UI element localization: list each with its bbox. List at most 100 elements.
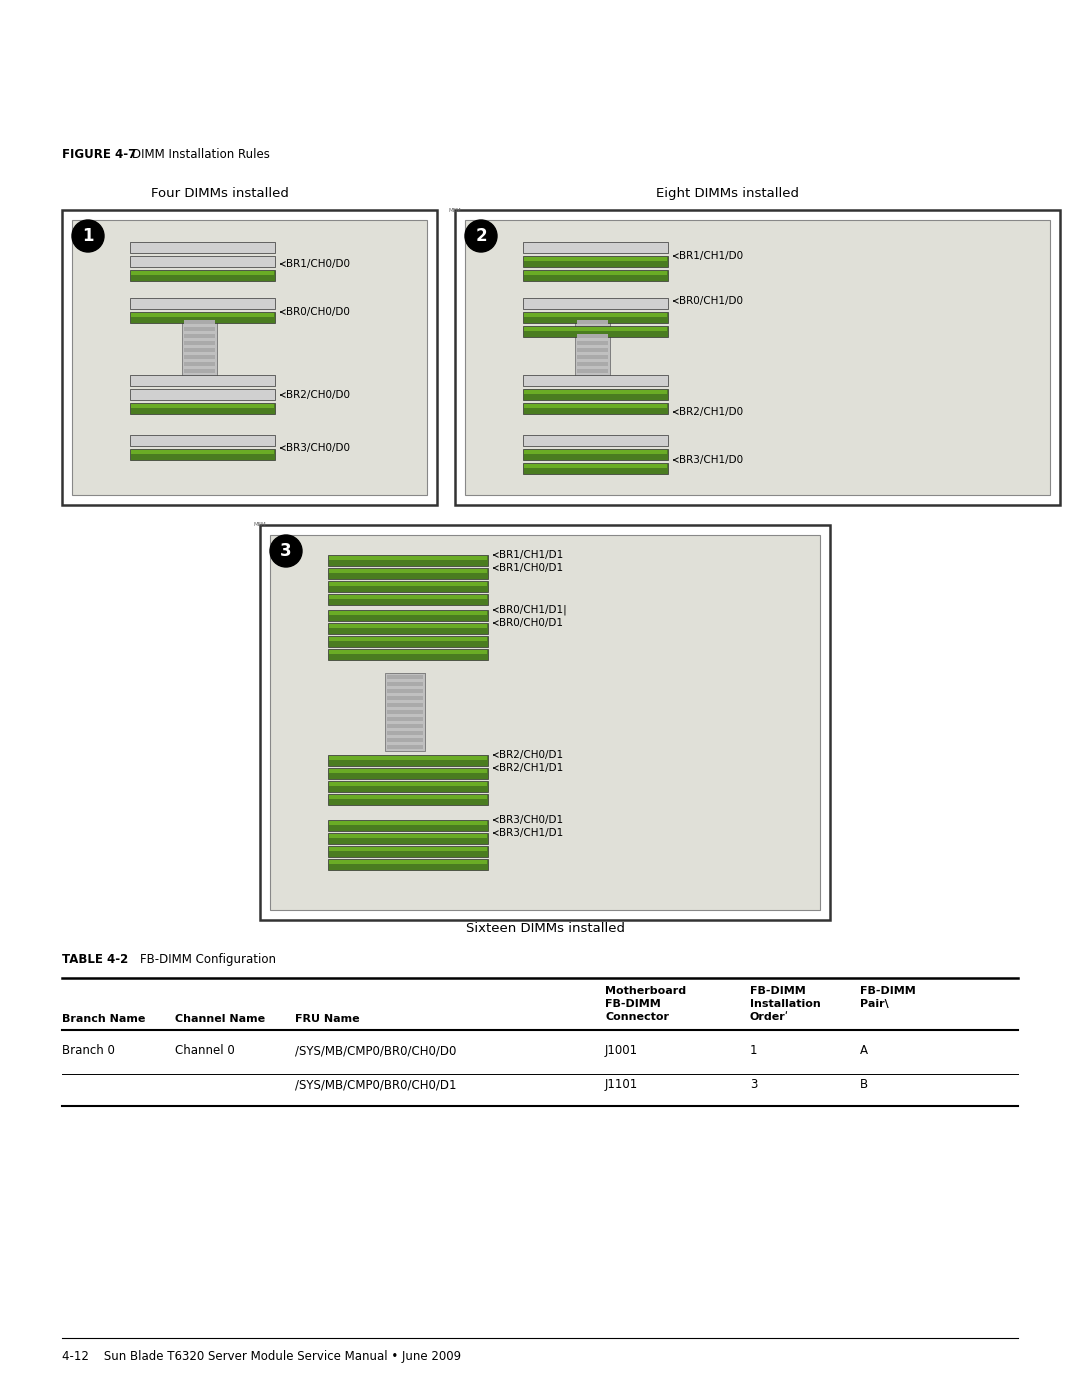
Bar — [387, 675, 423, 679]
Text: BR3/CH1/D0: BR3/CH1/D0 — [679, 455, 743, 465]
Bar — [328, 636, 488, 647]
Text: /SYS/MB/CMP0/BR0/CH0/D0: /SYS/MB/CMP0/BR0/CH0/D0 — [295, 1044, 457, 1058]
Text: Motherboard: Motherboard — [605, 986, 686, 996]
Text: /SYS/MB/CMP0/BR0/CH0/D1: /SYS/MB/CMP0/BR0/CH0/D1 — [295, 1078, 457, 1091]
Bar — [582, 358, 608, 365]
Bar — [329, 795, 487, 799]
Bar — [189, 319, 215, 326]
Bar — [131, 450, 274, 454]
Bar — [577, 369, 608, 373]
Bar — [582, 366, 608, 372]
Bar — [387, 717, 423, 721]
Text: A: A — [860, 1044, 868, 1058]
Bar — [130, 270, 275, 281]
Bar — [387, 689, 423, 693]
Bar — [577, 341, 608, 345]
Bar — [130, 242, 275, 253]
Bar — [329, 847, 487, 851]
Bar — [582, 335, 608, 341]
Bar — [392, 733, 423, 739]
Bar — [582, 342, 608, 348]
Bar — [328, 623, 488, 634]
Text: MEM: MEM — [448, 208, 461, 212]
Text: 4-12    Sun Blade T6320 Server Module Service Manual • June 2009: 4-12 Sun Blade T6320 Server Module Servi… — [62, 1350, 461, 1363]
Bar — [523, 270, 669, 281]
Bar — [62, 210, 437, 504]
Bar — [328, 833, 488, 844]
Bar — [387, 731, 423, 735]
Text: BR1/CH0/D1: BR1/CH0/D1 — [499, 563, 563, 573]
Bar — [523, 374, 669, 386]
Bar — [270, 535, 820, 909]
Text: BR0/CH1/D1|: BR0/CH1/D1| — [499, 605, 567, 615]
Text: Pair\: Pair\ — [860, 999, 889, 1009]
Bar — [329, 834, 487, 838]
Bar — [329, 595, 487, 599]
Bar — [189, 335, 215, 341]
Bar — [329, 637, 487, 641]
Bar — [329, 650, 487, 654]
Text: 1: 1 — [82, 226, 94, 244]
Text: BR2/CH0/D0: BR2/CH0/D0 — [286, 390, 350, 400]
Text: FB-DIMM: FB-DIMM — [750, 986, 806, 996]
Bar — [328, 820, 488, 831]
Bar — [392, 704, 423, 710]
Bar — [328, 650, 488, 659]
Text: 3: 3 — [280, 542, 292, 560]
Circle shape — [270, 535, 302, 567]
Bar — [524, 327, 667, 331]
Circle shape — [465, 219, 497, 251]
Bar — [328, 569, 488, 578]
Bar — [392, 697, 423, 703]
Text: BR3/CH1/D1: BR3/CH1/D1 — [499, 828, 564, 838]
Bar — [392, 726, 423, 732]
Bar — [184, 348, 215, 352]
Bar — [392, 682, 423, 687]
Bar — [189, 358, 215, 365]
Text: BR1/CH0/D0: BR1/CH0/D0 — [286, 258, 350, 270]
Bar — [329, 861, 487, 863]
Bar — [189, 351, 215, 356]
Bar — [130, 312, 275, 323]
Text: BR0/CH0/D0: BR0/CH0/D0 — [286, 307, 350, 317]
Bar — [523, 402, 669, 414]
Bar — [130, 256, 275, 267]
Bar — [130, 402, 275, 414]
Bar — [387, 738, 423, 742]
Bar — [72, 219, 427, 495]
Bar — [524, 390, 667, 394]
Bar — [260, 525, 831, 921]
Bar — [384, 673, 426, 752]
Bar — [523, 448, 669, 460]
Text: Channel Name: Channel Name — [175, 1014, 265, 1024]
Text: FB-DIMM: FB-DIMM — [605, 999, 661, 1009]
Text: Branch Name: Branch Name — [62, 1014, 146, 1024]
Bar — [131, 313, 274, 317]
Text: 1: 1 — [750, 1044, 757, 1058]
Bar — [328, 754, 488, 766]
Text: FIGURE 4-7: FIGURE 4-7 — [62, 148, 136, 161]
Text: TABLE 4-2: TABLE 4-2 — [62, 953, 129, 965]
Bar — [328, 859, 488, 870]
Text: BR3/CH0/D0: BR3/CH0/D0 — [286, 443, 350, 453]
Bar — [130, 388, 275, 400]
Text: Eight DIMMs installed: Eight DIMMs installed — [656, 187, 799, 200]
Bar — [577, 320, 608, 324]
Bar — [523, 242, 669, 253]
Text: Four DIMMs installed: Four DIMMs installed — [150, 187, 288, 200]
Bar — [329, 569, 487, 573]
Bar — [328, 768, 488, 780]
Bar — [184, 327, 215, 331]
Bar — [130, 434, 275, 446]
Bar — [184, 334, 215, 338]
Text: J1001: J1001 — [605, 1044, 638, 1058]
Bar — [329, 610, 487, 615]
Text: MEM: MEM — [254, 522, 267, 528]
Bar — [328, 610, 488, 622]
Bar — [387, 745, 423, 749]
Bar — [524, 257, 667, 261]
Text: Connector: Connector — [605, 1011, 669, 1023]
Text: 3: 3 — [750, 1078, 757, 1091]
Bar — [189, 327, 215, 332]
Bar — [328, 581, 488, 592]
